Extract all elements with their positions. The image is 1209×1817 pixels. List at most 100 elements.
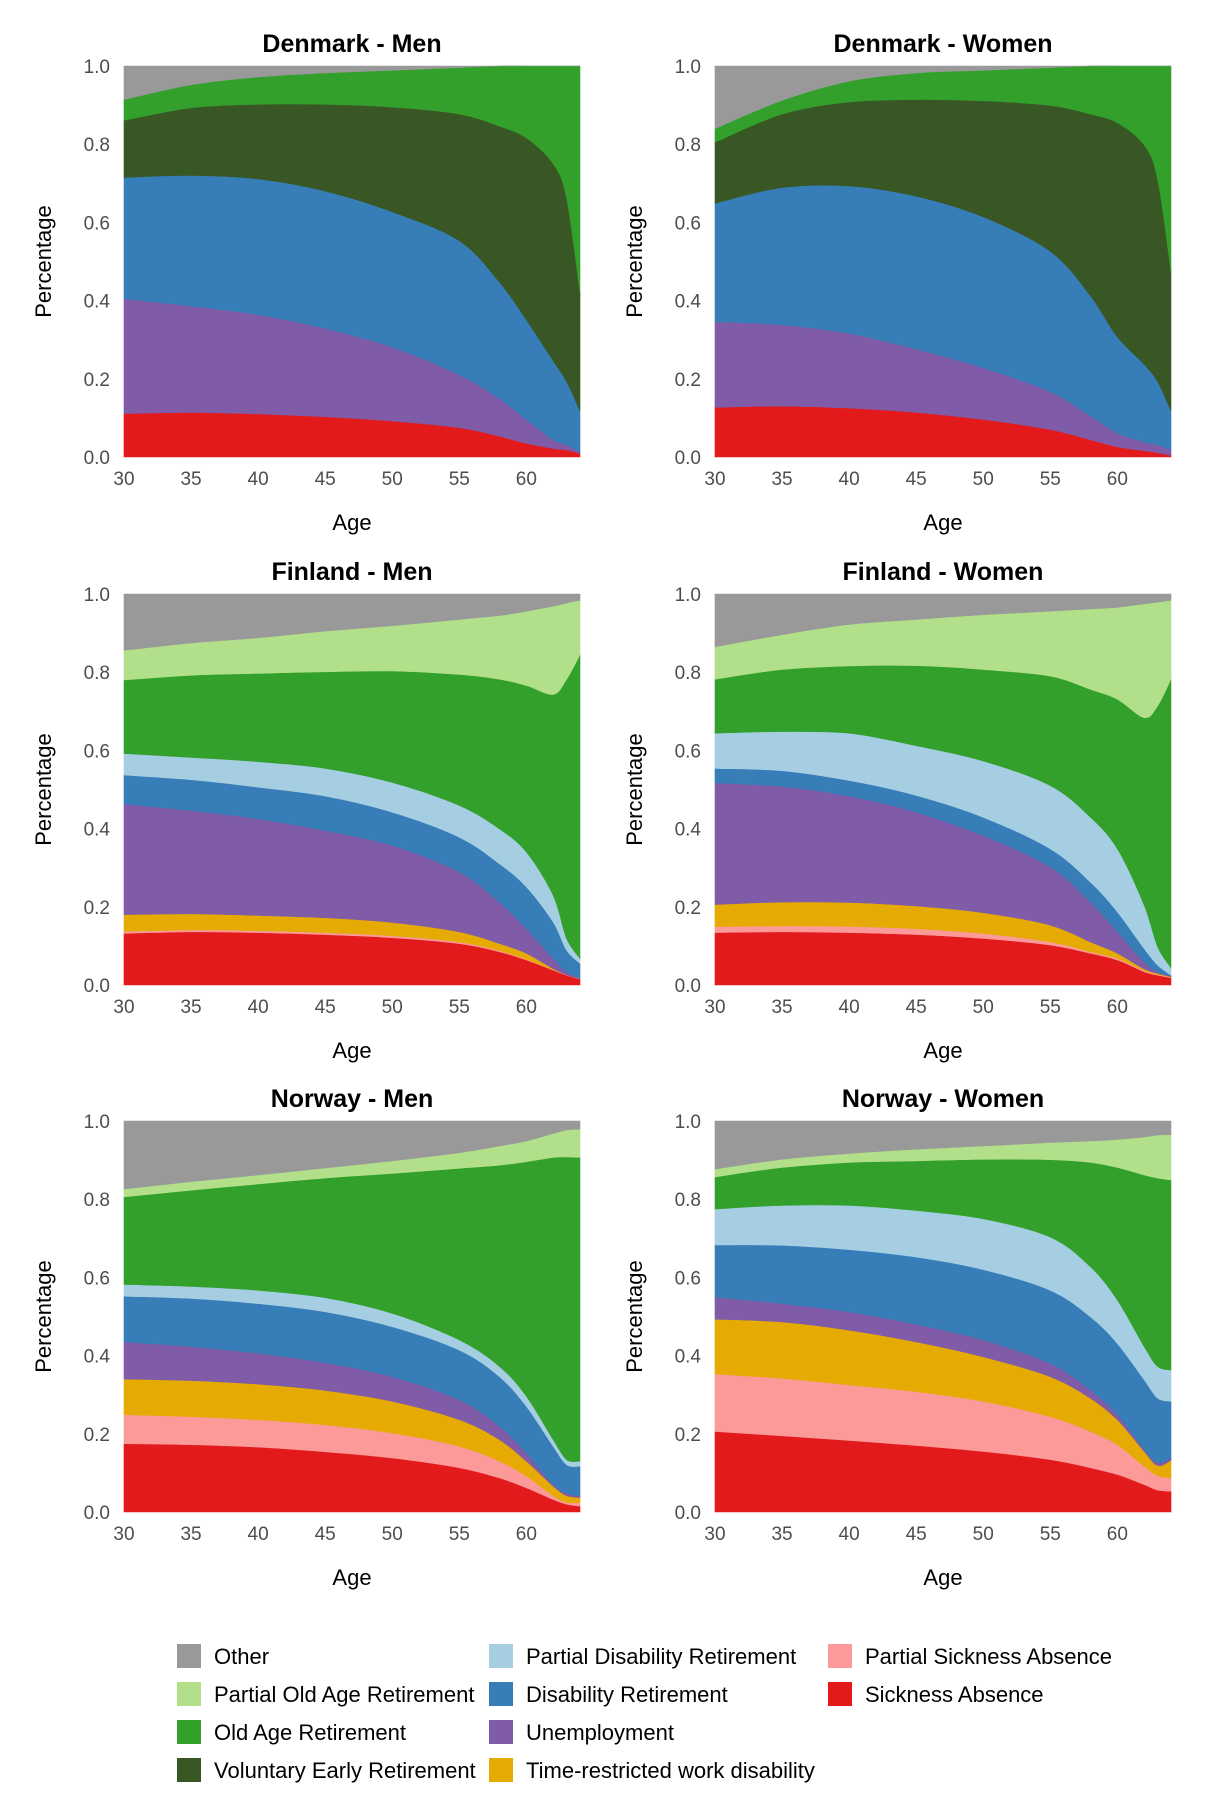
legend-label: Partial Disability Retirement (526, 1644, 796, 1669)
x-tick-label: 30 (704, 1524, 725, 1545)
y-tick-label: 1.0 (675, 585, 701, 606)
legend-label: Partial Old Age Retirement (214, 1682, 474, 1707)
x-tick-label: 60 (1107, 997, 1128, 1018)
y-tick-label: 1.0 (84, 57, 110, 78)
y-tick-label: 0.8 (84, 135, 110, 156)
y-tick-label: 0.4 (675, 292, 702, 313)
legend-label: Voluntary Early Retirement (214, 1758, 476, 1783)
x-tick-label: 30 (704, 997, 725, 1018)
legend-label: Other (214, 1644, 269, 1669)
y-tick-label: 0.4 (675, 1347, 702, 1368)
x-tick-label: 40 (839, 469, 860, 490)
x-axis-label: Age (332, 510, 371, 535)
y-tick-label: 0.4 (84, 1347, 111, 1368)
y-tick-label: 1.0 (675, 1112, 701, 1133)
y-tick-label: 0.2 (675, 1425, 701, 1446)
x-tick-label: 35 (771, 1524, 792, 1545)
legend-swatch (177, 1644, 201, 1668)
y-tick-label: 0.4 (84, 820, 111, 841)
legend-item-partial-old-age-retirement: Partial Old Age Retirement (177, 1682, 474, 1707)
panel-title: Denmark - Women (833, 30, 1052, 58)
x-tick-label: 55 (1040, 997, 1061, 1018)
x-tick-label: 35 (771, 469, 792, 490)
panel-title: Norway - Women (842, 1085, 1044, 1113)
panel-denmark-men: Denmark - Men 0.0 0.2 0.4 0.6 0.8 1.0 30 35 40 45 5… (31, 30, 581, 535)
legend-swatch (489, 1644, 513, 1668)
y-axis-label: Percentage (622, 1260, 647, 1373)
x-tick-label: 55 (449, 469, 470, 490)
y-tick-label: 0.6 (675, 213, 701, 234)
legend-swatch (177, 1720, 201, 1744)
x-tick-label: 30 (113, 1524, 134, 1545)
x-tick-label: 50 (382, 469, 403, 490)
x-tick-label: 60 (516, 1524, 537, 1545)
x-tick-label: 35 (771, 997, 792, 1018)
legend-swatch (828, 1682, 852, 1706)
area-other (123, 593, 581, 651)
x-axis-label: Age (923, 510, 962, 535)
panel-title: Denmark - Men (262, 30, 441, 58)
x-tick-label: 60 (516, 469, 537, 490)
panel-norway-women: Norway - Women 0.0 0.2 0.4 0.6 0.8 1.0 30 35 40 45… (622, 1085, 1172, 1590)
y-axis-label: Percentage (31, 1260, 56, 1373)
panel-finland-women: Finland - Women 0.0 0.2 0.4 0.6 0.8 1.0 30 35 40 4… (622, 558, 1172, 1063)
y-tick-label: 1.0 (675, 57, 701, 78)
y-tick-label: 0.2 (84, 370, 110, 391)
x-tick-label: 45 (906, 469, 927, 490)
y-tick-label: 0.4 (84, 292, 111, 313)
y-tick-label: 0.8 (675, 663, 701, 684)
y-tick-label: 0.0 (675, 448, 701, 469)
x-tick-label: 55 (449, 1524, 470, 1545)
x-tick-label: 50 (973, 997, 994, 1018)
legend-item-voluntary-early-retirement: Voluntary Early Retirement (177, 1758, 476, 1783)
y-tick-label: 0.8 (675, 135, 701, 156)
x-tick-label: 60 (516, 997, 537, 1018)
legend-item-other: Other (177, 1644, 269, 1669)
legend-item-time-restricted-work-disability: Time-restricted work disability (489, 1758, 815, 1783)
y-tick-label: 0.6 (675, 741, 701, 762)
legend-label: Partial Sickness Absence (865, 1644, 1112, 1669)
y-tick-label: 0.8 (84, 1190, 110, 1211)
area-other (714, 1120, 1172, 1170)
x-axis-label: Age (332, 1038, 371, 1063)
area-other (123, 65, 580, 100)
x-tick-label: 40 (248, 1524, 269, 1545)
x-tick-label: 50 (382, 1524, 403, 1545)
x-tick-label: 45 (315, 1524, 336, 1545)
legend-item-old-age-retirement: Old Age Retirement (177, 1720, 406, 1745)
legend-item-disability-retirement: Disability Retirement (489, 1682, 728, 1707)
y-tick-label: 0.0 (84, 976, 110, 997)
legend-label: Disability Retirement (526, 1682, 728, 1707)
legend-item-partial-sickness-absence: Partial Sickness Absence (828, 1644, 1112, 1669)
panel-norway-men: Norway - Men 0.0 0.2 0.4 0.6 0.8 1.0 30 35 40 45 50… (31, 1085, 581, 1590)
x-tick-label: 50 (973, 1524, 994, 1545)
legend-label: Old Age Retirement (214, 1720, 406, 1745)
x-tick-label: 50 (382, 997, 403, 1018)
y-tick-label: 1.0 (84, 585, 110, 606)
y-tick-label: 0.2 (675, 370, 701, 391)
legend-item-sickness-absence: Sickness Absence (828, 1682, 1044, 1707)
x-tick-label: 50 (973, 469, 994, 490)
y-axis-label: Percentage (31, 733, 56, 846)
legend-item-unemployment: Unemployment (489, 1720, 674, 1745)
x-tick-label: 40 (248, 997, 269, 1018)
x-axis-label: Age (923, 1565, 962, 1590)
x-tick-label: 45 (315, 997, 336, 1018)
y-tick-label: 0.0 (84, 448, 110, 469)
y-axis-label: Percentage (31, 205, 56, 318)
y-tick-label: 0.6 (84, 213, 110, 234)
x-tick-label: 40 (248, 469, 269, 490)
x-tick-label: 35 (180, 1524, 201, 1545)
x-tick-label: 40 (839, 997, 860, 1018)
legend-swatch (828, 1644, 852, 1668)
panel-title: Finland - Women (843, 558, 1044, 586)
x-tick-label: 45 (315, 469, 336, 490)
x-tick-label: 35 (180, 469, 201, 490)
x-tick-label: 55 (1040, 469, 1061, 490)
panel-denmark-women: Denmark - Women 0.0 0.2 0.4 0.6 0.8 1.0 30 35 40 4… (622, 30, 1172, 535)
y-tick-label: 0.0 (675, 1503, 701, 1524)
x-axis-label: Age (923, 1038, 962, 1063)
y-axis-label: Percentage (622, 733, 647, 846)
y-tick-label: 1.0 (84, 1112, 110, 1133)
x-tick-label: 30 (704, 469, 725, 490)
